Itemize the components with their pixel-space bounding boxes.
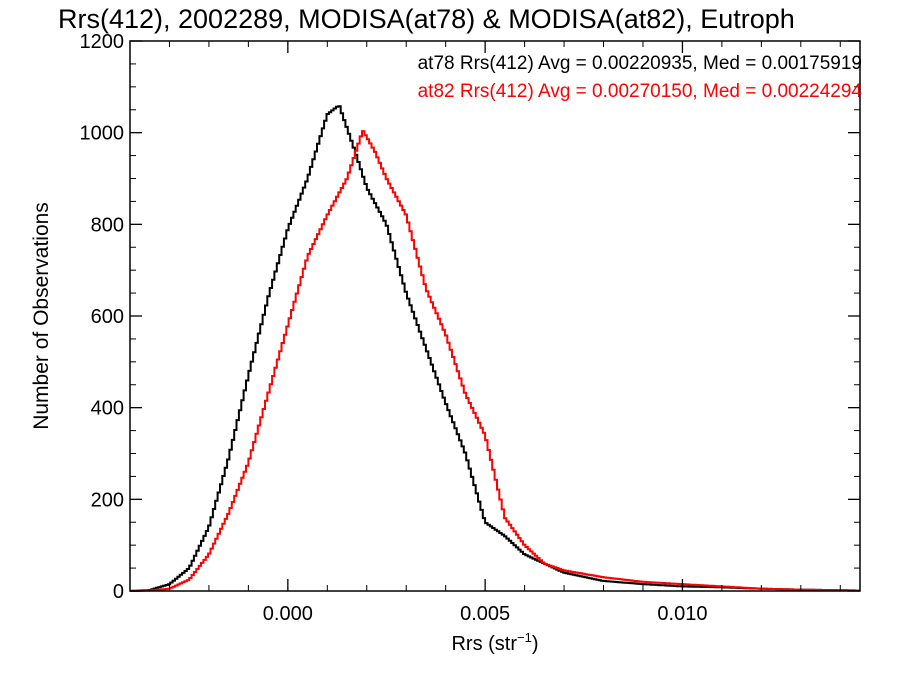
x-axis-label: Rrs (str−1): [451, 630, 538, 655]
legend-label-at82: at82 Rrs(412) Avg = 0.00270150, Med = 0.…: [418, 81, 863, 102]
legend-label-at78: at78 Rrs(412) Avg = 0.00220935, Med = 0.…: [418, 53, 862, 74]
series-line-at78: [130, 105, 860, 592]
plot-frame: [129, 40, 861, 592]
x-axis-label-close: ): [532, 633, 539, 655]
chart-title: Rrs(412), 2002289, MODISA(at78) & MODISA…: [58, 4, 795, 34]
y-tick-label: 600: [91, 306, 124, 328]
y-axis-label: Number of Observations: [30, 202, 53, 430]
x-tick-label: 0.010: [657, 603, 707, 625]
x-tick-label: 0.000: [263, 603, 313, 625]
y-tick-label: 1000: [80, 123, 125, 145]
y-tick-label: 0: [113, 581, 124, 603]
tick-layer: 0 200 400 600 800 1000 1200 0.000 0.005 0.010: [80, 31, 860, 625]
series-line-at82: [130, 130, 860, 592]
x-tick-label: 0.005: [460, 603, 510, 625]
x-axis-label-sup: −1: [517, 630, 532, 645]
y-tick-label: 800: [91, 214, 124, 236]
y-tick-label: 400: [91, 398, 124, 420]
y-tick-label: 1200: [80, 31, 125, 53]
x-axis-label-main: Rrs (str: [451, 633, 517, 655]
y-tick-label: 200: [91, 489, 124, 511]
series-layer: [130, 105, 860, 592]
